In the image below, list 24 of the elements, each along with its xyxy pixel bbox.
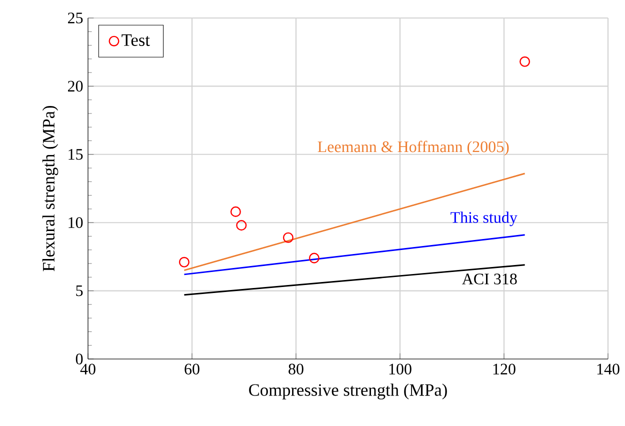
point <box>520 56 530 67</box>
y-tick-label: 5 <box>76 285 83 296</box>
x-tick-label: 100 <box>389 364 412 374</box>
y-tick-label: 25 <box>68 12 83 24</box>
point <box>282 232 294 243</box>
y-tick-label: 10 <box>68 217 83 228</box>
x-tick-label: 60 <box>184 364 200 374</box>
annotation: ACI 318 <box>462 274 517 284</box>
x-tick-label: 140 <box>597 364 620 374</box>
y-axis-title: Flexural strength (MPa) <box>42 106 58 272</box>
x-tick-label: 120 <box>493 364 516 374</box>
x-tick-label: 80 <box>288 364 304 374</box>
point <box>236 220 247 231</box>
point <box>230 206 241 217</box>
y-tick-label: 0 <box>76 354 83 364</box>
y-tick-label: 20 <box>68 80 83 92</box>
x-tick-label: 40 <box>80 364 96 374</box>
annotation: This study <box>450 212 518 226</box>
legend-label: Test <box>122 34 150 46</box>
x-axis-title: Compressive strength (MPa) <box>249 384 447 400</box>
annotation: Leemann & Hoffmann (2005) <box>318 140 509 156</box>
point <box>308 252 320 264</box>
y-tick-label: 15 <box>68 149 83 160</box>
point <box>178 256 190 268</box>
